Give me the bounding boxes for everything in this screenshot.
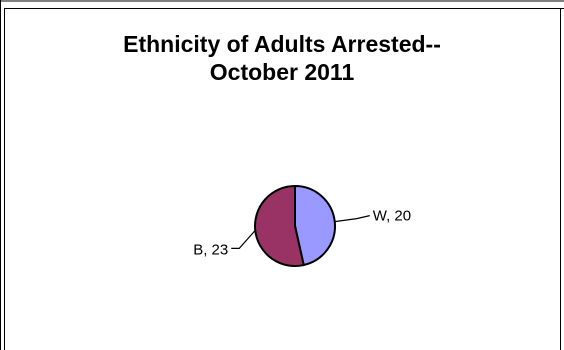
pie-chart xyxy=(254,184,336,267)
leader-line-w xyxy=(334,215,370,223)
data-label-b: B, 23 xyxy=(193,241,228,258)
pie-slice-w xyxy=(294,184,336,267)
chart-title-line-1: Ethnicity of Adults Arrested-- xyxy=(123,31,441,57)
pie-labels: W, 20 B, 23 xyxy=(193,208,411,259)
leader-line-b xyxy=(231,229,256,249)
chart-title-line-2: October 2011 xyxy=(209,59,355,85)
chart-title: Ethnicity of Adults Arrested-- October 2… xyxy=(0,30,564,86)
data-label-w: W, 20 xyxy=(373,208,411,225)
